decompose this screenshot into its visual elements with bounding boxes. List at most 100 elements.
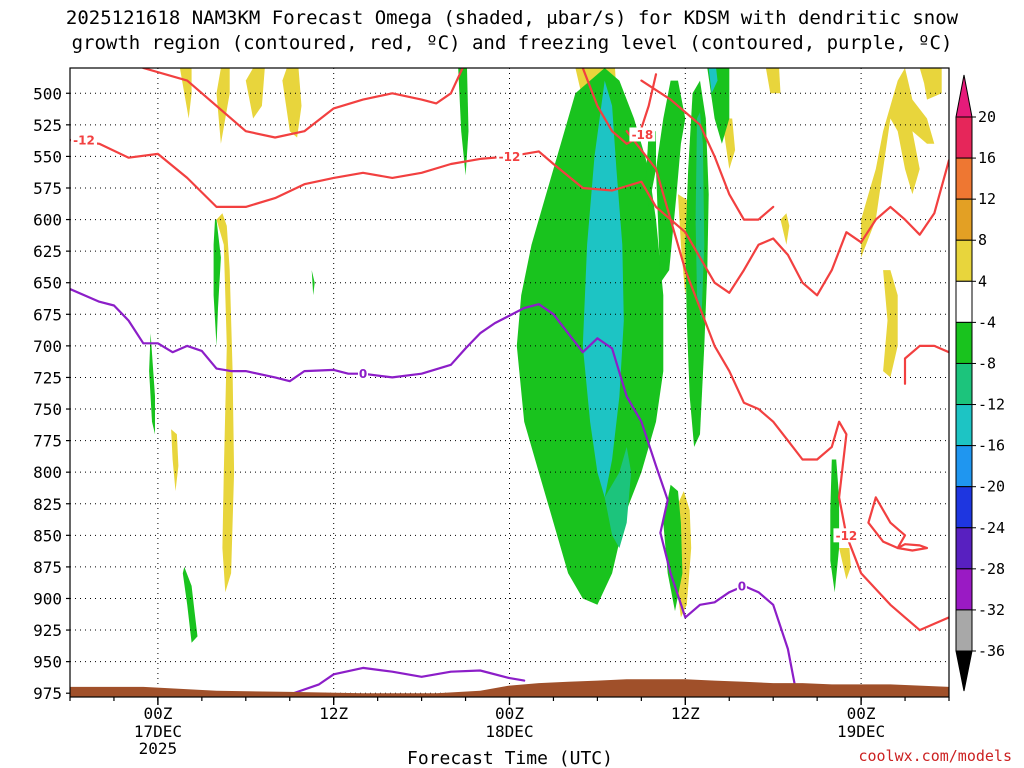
omega-shade-region-28	[582, 80, 624, 498]
chart-title-line2: growth region (contoured, red, ºC) and f…	[72, 32, 953, 54]
omega-shade-region-24	[656, 80, 686, 283]
colorbar-swatch-12	[955, 609, 973, 652]
y-tick-label-750: 750	[33, 400, 62, 419]
colorbar-label-9: -20	[978, 478, 1005, 496]
y-tick-label-500: 500	[33, 84, 62, 103]
contour-label-5: 0	[738, 579, 746, 593]
chart-title-line1: 2025121618 NAM3KM Forecast Omega (shaded…	[66, 7, 959, 29]
omega-shade-region-18	[149, 333, 155, 435]
omega-shade-region-12	[919, 68, 942, 100]
omega-shade-region-25	[663, 484, 683, 612]
colorbar-swatch-9	[955, 486, 973, 529]
x-tick-label-54: 00Z	[847, 704, 876, 723]
omega-shade-region-31	[695, 112, 705, 321]
contour-label-bg-5	[736, 578, 747, 593]
colorbar-swatch-7	[955, 404, 973, 447]
temperature-contours	[70, 68, 949, 696]
colorbar-swatch-8	[955, 445, 973, 488]
x-axis-label: Forecast Time (UTC)	[407, 748, 613, 768]
omega-shade-region-0	[216, 213, 235, 593]
y-tick-label-775: 775	[33, 432, 62, 451]
contour-line-2	[142, 68, 464, 139]
plot-area	[70, 68, 949, 697]
x-tick-label-6: 00Z	[143, 704, 172, 723]
contour-label-bg-2	[629, 127, 656, 142]
omega-shade-region-26	[830, 459, 840, 593]
contour-labels: -12 -12 -18 -12 0 0	[71, 127, 860, 593]
contour-line-1	[640, 79, 775, 221]
x-tick-date-6: 17DEC	[134, 722, 182, 741]
contour-label-bg-0	[71, 132, 97, 147]
y-tick-label-975: 975	[33, 684, 62, 703]
omega-shade-region-22	[645, 131, 656, 207]
contour-label-bg-4	[358, 366, 368, 381]
contour-line-9	[288, 666, 526, 696]
colorbar-label-7: -12	[978, 396, 1005, 414]
contour-label-bg-1	[496, 149, 523, 164]
omega-shade-region-13	[861, 68, 935, 258]
y-tick-label-600: 600	[33, 211, 62, 230]
contour-line-5	[903, 344, 949, 385]
colorbar-label-11: -28	[978, 560, 1005, 578]
colorbar-label-1: 16	[978, 149, 996, 167]
ground-terrain	[70, 679, 949, 697]
contour-label-4: 0	[359, 367, 367, 381]
y-tick-label-950: 950	[33, 653, 62, 672]
colorbar-label-5: -4	[978, 313, 996, 331]
x-tick-label-42: 12Z	[671, 704, 700, 723]
colorbar-swatch-2	[955, 198, 973, 241]
omega-shade-region-10	[780, 213, 790, 245]
contour-label-1: -12	[499, 150, 521, 164]
contour-line-4	[625, 130, 949, 632]
y-tick-label-650: 650	[33, 274, 62, 293]
omega-shade-region-29	[604, 446, 632, 548]
y-tick-label-725: 725	[33, 368, 62, 387]
omega-shade-region-4	[171, 429, 179, 492]
colorbar-bottom-arrow	[955, 650, 973, 692]
colorbar-label-6: -8	[978, 354, 996, 372]
y-tick-label-525: 525	[33, 116, 62, 135]
contour-label-3: -12	[836, 529, 858, 543]
colorbar-swatch-3	[955, 239, 973, 282]
omega-shade-region-20	[458, 68, 469, 176]
colorbar-swatch-10	[955, 527, 973, 570]
omega-shade-region-19	[182, 566, 198, 643]
colorbar-label-3: 8	[978, 231, 987, 249]
x-tick-label-18: 12Z	[319, 704, 348, 723]
omega-shade-region-14	[883, 270, 898, 378]
contour-line-0	[70, 138, 949, 297]
omega-shade-region-30	[708, 68, 718, 94]
y-tick-label-875: 875	[33, 558, 62, 577]
y-tick-label-900: 900	[33, 589, 62, 608]
x-tick-date-30: 18DEC	[485, 722, 533, 741]
credit-text: coolwx.com/models	[858, 747, 1012, 765]
surface-terrain	[70, 679, 949, 697]
colorbar-top-arrow	[955, 74, 973, 118]
y-axis: 500 525 550 575 600 625 650 675 700 725 750 775 800 8…	[33, 84, 70, 703]
colorbar-label-0: 20	[978, 108, 996, 126]
y-tick-label-675: 675	[33, 305, 62, 324]
y-tick-label-700: 700	[33, 337, 62, 356]
x-tick-date-54: 19DEC	[837, 722, 885, 741]
colorbar-swatch-6	[955, 362, 973, 406]
colorbar-label-4: 4	[978, 272, 987, 290]
contour-label-bg-3	[833, 528, 860, 543]
contour-label-2: -18	[632, 128, 654, 142]
colorbar-swatch-1	[955, 157, 973, 200]
x-tick-year-6: 2025	[139, 739, 178, 758]
colorbar-label-2: 12	[978, 190, 996, 208]
colorbar-label-13: -36	[978, 642, 1005, 660]
contour-line-8	[70, 287, 797, 689]
omega-shade-region-9	[765, 68, 781, 94]
y-tick-label-625: 625	[33, 242, 62, 261]
contour-label-0: -12	[73, 133, 95, 147]
omega-shade-region-15	[839, 548, 851, 580]
y-tick-label-850: 850	[33, 526, 62, 545]
colorbar-swatch-11	[955, 568, 973, 611]
y-tick-label-800: 800	[33, 463, 62, 482]
colorbar-label-10: -24	[978, 519, 1005, 537]
contour-line-3	[581, 68, 658, 145]
colorbar-swatch-5	[955, 321, 973, 364]
